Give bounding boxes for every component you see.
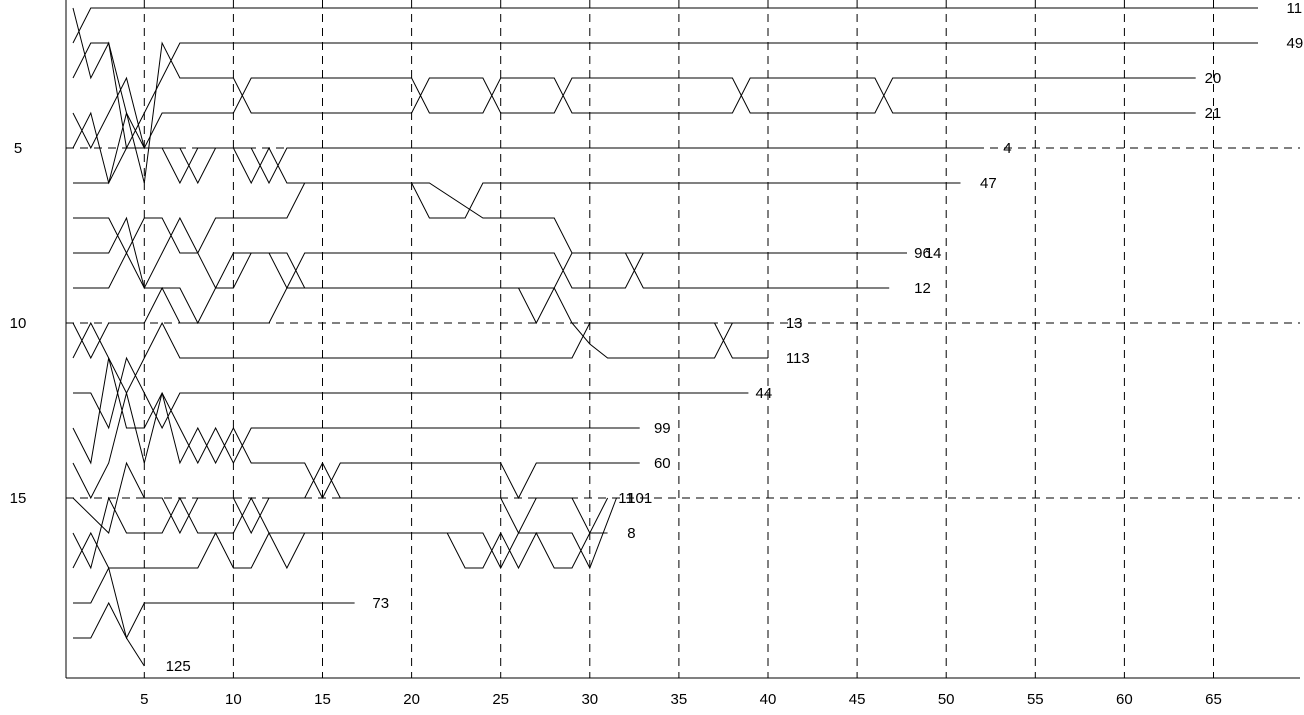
series-line <box>73 251 890 325</box>
x-tick-labels: 5 10 15 20 25 30 35 40 45 50 55 60 65 <box>140 691 1222 708</box>
series-traces <box>72 7 1258 667</box>
series-line <box>73 216 890 290</box>
x-tick-label: 65 <box>1205 691 1222 708</box>
series-label: 44 <box>756 385 773 402</box>
series-line <box>73 111 961 219</box>
series-label: 96 <box>914 245 931 262</box>
series-label: 11 <box>618 490 634 507</box>
series-label: 113 <box>786 350 810 367</box>
y-tick-label: 5 <box>14 140 22 157</box>
x-tick-label: 60 <box>1116 691 1133 708</box>
series-line <box>72 7 1258 44</box>
axes <box>65 0 1300 679</box>
series-line <box>72 392 640 500</box>
x-tick-label: 30 <box>581 691 598 708</box>
x-tick-label: 10 <box>225 691 242 708</box>
grid <box>66 0 1300 678</box>
series-line <box>72 286 768 360</box>
x-tick-label: 5 <box>140 691 148 708</box>
series-label: 13 <box>786 315 803 332</box>
series-label: 20 <box>1205 70 1222 87</box>
series-label: 21 <box>1205 105 1222 122</box>
series-line <box>72 496 617 570</box>
series-label: 11 <box>1287 0 1303 17</box>
x-tick-label: 50 <box>938 691 955 708</box>
series-line <box>72 461 609 535</box>
x-tick-label: 25 <box>492 691 509 708</box>
x-tick-label: 35 <box>671 691 688 708</box>
series-line <box>73 601 145 667</box>
x-tick-label: 20 <box>403 691 420 708</box>
x-tick-label: 40 <box>760 691 777 708</box>
series-line <box>72 111 979 185</box>
series-line <box>72 321 768 395</box>
series-label: 14 <box>925 245 942 262</box>
series-label: 125 <box>166 658 191 675</box>
series-line <box>73 566 355 640</box>
series-line <box>73 182 907 255</box>
series-label: 73 <box>372 595 389 612</box>
series-label: 49 <box>1287 35 1304 52</box>
x-tick-label: 45 <box>849 691 866 708</box>
series-line <box>73 356 749 430</box>
series-line <box>72 357 640 465</box>
x-tick-label: 55 <box>1027 691 1044 708</box>
series-label: 60 <box>654 455 671 472</box>
series-line <box>72 531 608 570</box>
series-label: 12 <box>914 280 931 297</box>
series-label: 101 <box>627 490 652 507</box>
series-label: 47 <box>980 175 997 192</box>
y-tick-label: 10 <box>10 315 27 332</box>
series-label: 4 <box>1003 140 1011 157</box>
x-tick-label: 15 <box>314 691 331 708</box>
y-tick-label: 15 <box>10 490 27 507</box>
series-line <box>72 76 1196 150</box>
y-tick-labels: 5 10 15 <box>10 140 27 507</box>
series-label: 99 <box>654 420 671 437</box>
series-label: 8 <box>627 525 635 542</box>
